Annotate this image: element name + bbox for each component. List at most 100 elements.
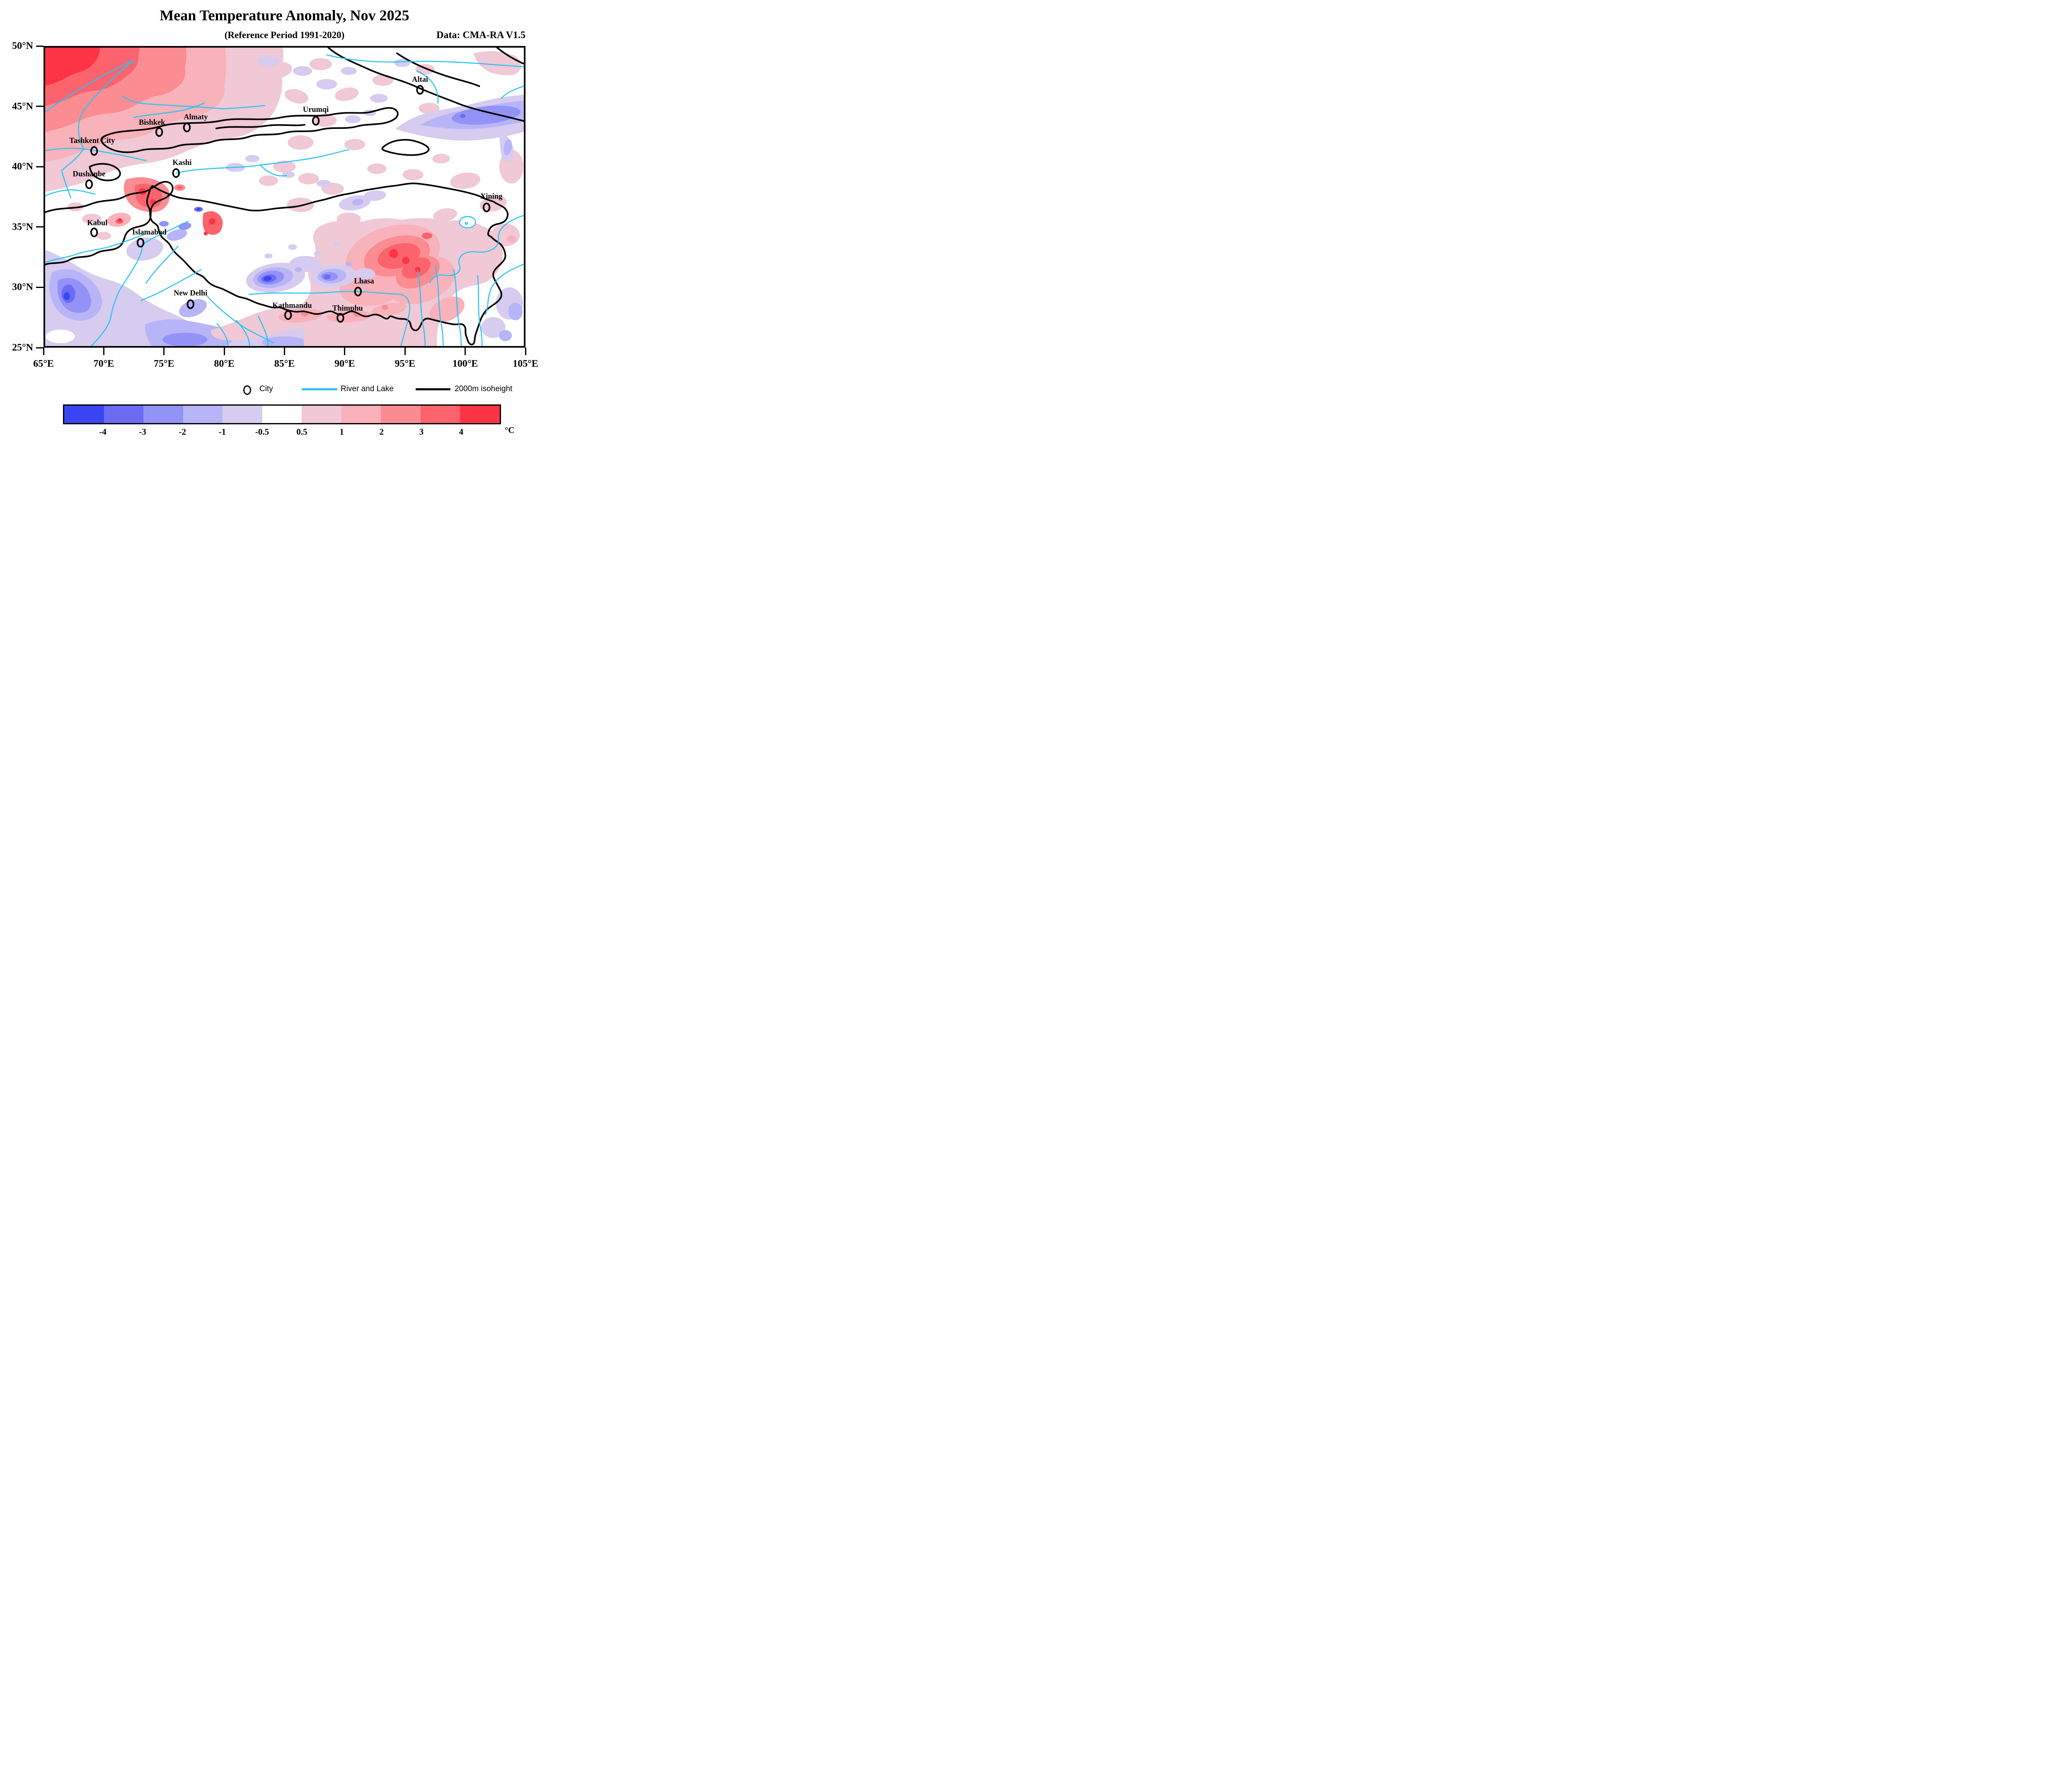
city-label: Bishkek (139, 118, 165, 126)
city-label: Kashi (172, 158, 191, 167)
y-axis-label: 25°N (12, 342, 33, 353)
city-kashi: Kashi (172, 158, 191, 178)
subtitle: (Reference Period 1991-2020) (224, 30, 345, 40)
anomaly-field-cool-north (226, 56, 525, 211)
city-xining: Xining (480, 192, 503, 213)
city-marker-icon (243, 385, 251, 395)
colorbar-tick-label: -3 (139, 427, 146, 437)
qinghai-lake (459, 216, 477, 229)
x-axis-label: 65°E (33, 358, 54, 369)
city-label: Kathmandu (272, 301, 312, 310)
x-axis-tick (284, 348, 285, 355)
city-tashkent-city: Tashkent City (69, 136, 115, 156)
city-marker-icon (183, 122, 191, 133)
colorbar-segment (341, 406, 381, 423)
y-axis-label: 35°N (12, 221, 33, 232)
city-marker-icon (155, 127, 163, 137)
city-marker-icon (354, 286, 362, 297)
colorbar-segment (183, 406, 223, 423)
y-axis-tick (36, 347, 44, 348)
map-canvas: Altai Urumqi Almaty Bishkek Tashkent City Kas… (44, 46, 525, 348)
colorbar-segment (460, 406, 500, 423)
city-dushanbe: Dushanbe (73, 169, 106, 189)
x-axis-label: 75°E (153, 358, 174, 369)
colorbar-tick-label: -4 (99, 427, 107, 437)
legend-city-label: City (259, 385, 273, 393)
y-axis-tick (36, 286, 44, 288)
city-marker-icon (90, 227, 98, 237)
y-axis-tick (36, 166, 44, 167)
city-marker-icon (482, 202, 491, 213)
colorbar-tick-label: 2 (379, 427, 384, 437)
x-axis-tick (223, 348, 225, 355)
city-marker-icon (416, 85, 424, 95)
city-label: Lhasa (354, 277, 374, 285)
x-axis-tick (465, 348, 466, 355)
colorbar-segment (143, 406, 183, 423)
anomaly-map: Altai Urumqi Almaty Bishkek Tashkent City Kas… (44, 46, 525, 348)
city-bishkek: Bishkek (139, 118, 165, 137)
city-label: Kabul (87, 218, 107, 227)
data-source-label: Data: CMA-RA V1.5 (436, 30, 525, 41)
x-axis-tick (163, 348, 165, 355)
city-label: Altai (412, 75, 428, 83)
x-axis-tick (525, 348, 526, 355)
city-label: Xining (480, 192, 503, 200)
city-marker-icon (312, 116, 320, 126)
y-axis-tick (36, 106, 44, 107)
city-kabul: Kabul (87, 218, 107, 237)
x-axis-label: 100°E (452, 358, 478, 369)
colorbar-tick-label: -0.5 (255, 427, 269, 437)
legend-isoheight-label: 2000m isoheight (455, 385, 513, 393)
colorbar-segment (381, 406, 421, 423)
colorbar (63, 404, 501, 424)
river-line-icon (302, 388, 337, 390)
city-marker-icon (284, 310, 292, 320)
figure: Mean Temperature Anomaly, Nov 2025 (Refe… (0, 0, 545, 443)
city-label: Islamabad (132, 228, 167, 236)
city-marker-icon (336, 313, 344, 323)
colorbar-segment (223, 406, 262, 423)
anomaly-field-tibet-cold (246, 242, 375, 293)
colorbar-tick-label: -2 (179, 427, 186, 437)
city-label: New Delhi (174, 289, 207, 297)
city-label: Thimphu (332, 304, 363, 312)
page-title: Mean Temperature Anomaly, Nov 2025 (160, 7, 409, 24)
city-label: Tashkent City (69, 136, 115, 145)
colorbar-segment (302, 406, 341, 423)
colorbar-segment (262, 406, 302, 423)
city-thimphu: Thimphu (332, 304, 363, 323)
x-axis-label: 70°E (93, 358, 114, 369)
city-label: Dushanbe (73, 169, 106, 178)
city-layer: Altai Urumqi Almaty Bishkek Tashkent City Kas… (69, 75, 503, 323)
y-axis-tick (36, 45, 44, 47)
city-altai: Altai (412, 75, 428, 95)
isoheight-line-icon (416, 388, 450, 390)
legend-river-label: River and Lake (341, 385, 394, 393)
y-axis-label: 40°N (12, 161, 33, 172)
colorbar-tick-label: 1 (339, 427, 344, 437)
city-urumqi: Urumqi (303, 105, 329, 126)
city-marker-icon (186, 299, 194, 309)
anomaly-field-pamir (68, 177, 223, 241)
colorbar-unit: °C (505, 425, 515, 435)
colorbar-segment (420, 406, 460, 423)
city-kathmandu: Kathmandu (272, 301, 312, 320)
city-marker-icon (172, 168, 180, 178)
colorbar-tick-label: 4 (459, 427, 464, 437)
city-new-delhi: New Delhi (174, 289, 207, 309)
colorbar-tick-label: -1 (218, 427, 226, 437)
city-label: Almaty (184, 113, 208, 121)
x-axis-label: 105°E (513, 358, 538, 369)
x-axis-label: 90°E (334, 358, 355, 369)
rivers (45, 54, 525, 348)
x-axis-label: 85°E (274, 358, 295, 369)
x-axis-tick (103, 348, 104, 355)
colorbar-tick-label: 3 (419, 427, 424, 437)
x-axis-tick (404, 348, 406, 355)
city-islamabad: Islamabad (132, 228, 167, 248)
colorbar-tick-label: 0.5 (296, 427, 307, 437)
isoheight-contours (44, 46, 525, 346)
city-marker-icon (136, 238, 145, 248)
x-axis-tick (344, 348, 346, 355)
